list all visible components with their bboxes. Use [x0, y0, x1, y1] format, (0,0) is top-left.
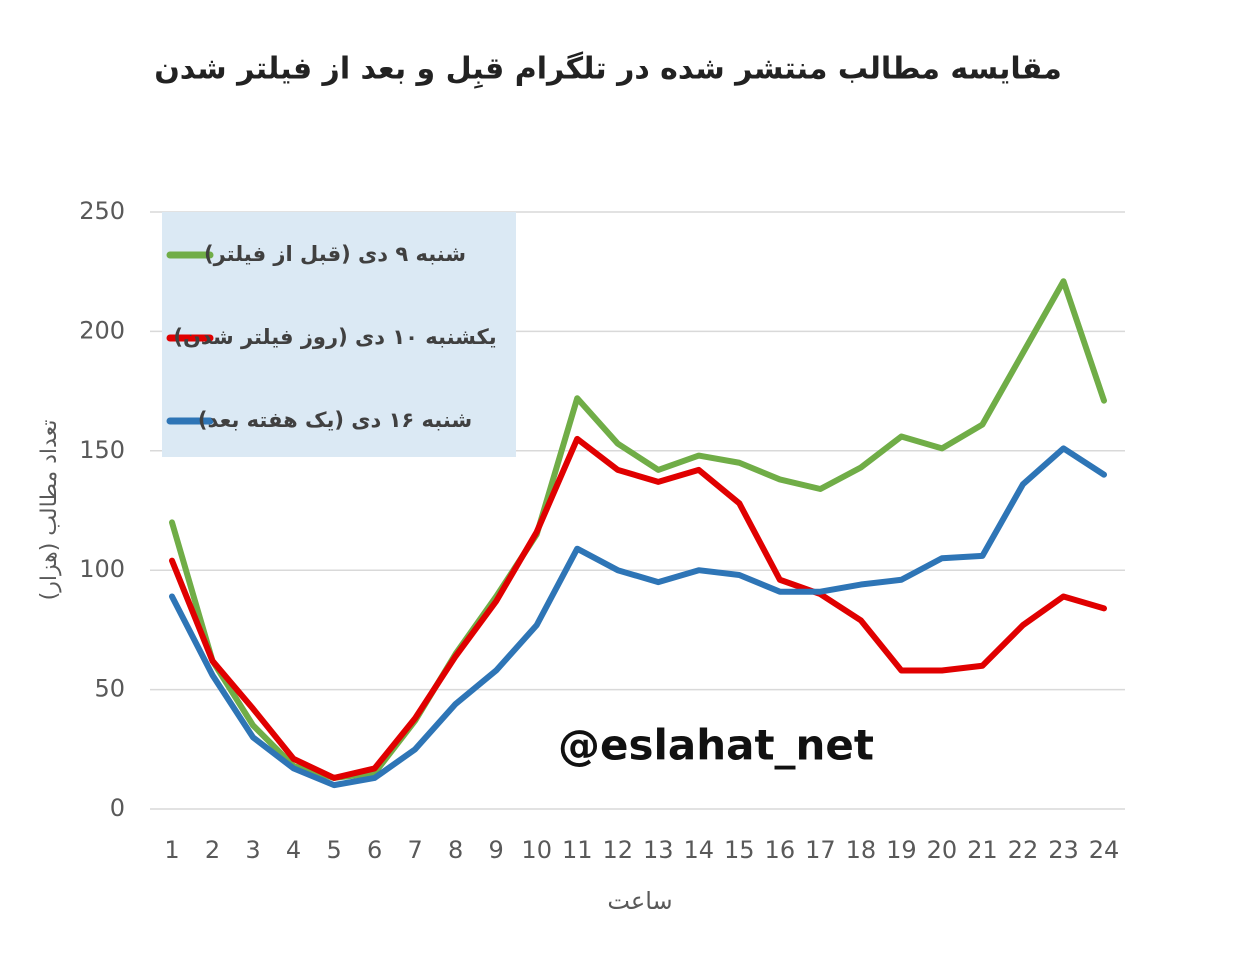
x-tick-label: 2 [205, 836, 220, 864]
x-tick-label: 20 [927, 836, 958, 864]
x-tick-label: 22 [1008, 836, 1039, 864]
series-line [169, 445, 1107, 789]
chart-title: مقایسه مطالب منتشر شده در تلگرام قبِل و … [154, 51, 1062, 90]
y-tick-label: 0 [110, 794, 125, 822]
x-tick-label: 21 [967, 836, 998, 864]
y-tick-label: 200 [79, 316, 125, 344]
x-tick-label: 23 [1048, 836, 1079, 864]
x-tick-label: 16 [765, 836, 796, 864]
x-tick-label: 5 [326, 836, 341, 864]
y-tick-label: 250 [79, 197, 125, 225]
x-axis-label: ساعت [607, 887, 672, 915]
x-tick-label: 1 [164, 836, 179, 864]
x-tick-label: 7 [407, 836, 422, 864]
legend-box [162, 212, 516, 457]
x-tick-label: 19 [886, 836, 917, 864]
x-tick-label: 6 [367, 836, 382, 864]
y-tick-label: 100 [79, 555, 125, 583]
watermark: @eslahat_net [558, 721, 874, 770]
x-tick-label: 14 [684, 836, 715, 864]
x-tick-label: 3 [245, 836, 260, 864]
legend-label: یکشنبه ۱۰ دی (روز فیلتر شدن) [173, 325, 496, 349]
series-line [169, 435, 1107, 781]
x-tick-label: 24 [1089, 836, 1120, 864]
y-tick-label: 150 [79, 436, 125, 464]
y-tick-label: 50 [94, 675, 125, 703]
x-tick-label: 10 [521, 836, 552, 864]
x-tick-label: 17 [805, 836, 836, 864]
x-tick-label: 18 [846, 836, 877, 864]
x-tick-label: 9 [489, 836, 504, 864]
x-tick-label: 11 [562, 836, 593, 864]
x-tick-label: 15 [724, 836, 755, 864]
x-tick-label: 12 [602, 836, 633, 864]
x-tick-label: 4 [286, 836, 301, 864]
y-axis-label: تعداد مطالب (هزار) [37, 420, 62, 601]
x-tick-label: 13 [643, 836, 674, 864]
legend-label: شنبه ۱۶ دی (یک هفته بعد) [198, 408, 472, 432]
legend-label: شنبه ۹ دی (قبل از فیلتر) [204, 242, 466, 266]
x-tick-label: 8 [448, 836, 463, 864]
